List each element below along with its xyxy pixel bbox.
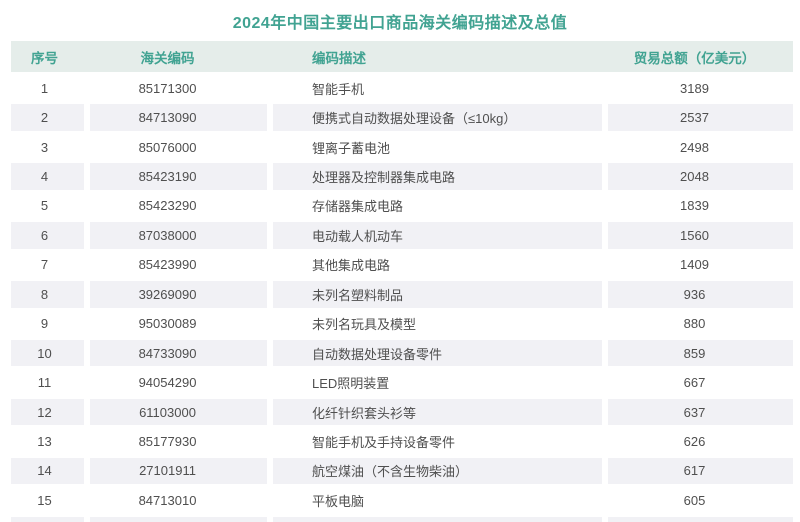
cell-seq: 5 — [40, 198, 49, 214]
cell-seq: 7 — [40, 257, 49, 273]
table-row: 9 95030089 未列名玩具及模型 880 — [11, 307, 793, 337]
cell-description: 自动数据处理设备零件 — [273, 339, 602, 367]
cell-hs-code: 85423190 — [90, 163, 267, 190]
cell-seq: 2 — [11, 104, 84, 131]
cell-hs-code: 39269090 — [90, 281, 267, 308]
cell-hs-code: 27101911 — [90, 457, 267, 485]
cell-description: 航空煤油（不含生物柴油） — [273, 457, 602, 485]
cell-trade-total: 1839 — [680, 198, 709, 214]
cell-trade-total: 1409 — [680, 257, 709, 273]
table-row: 6 87038000 电动载人机动车 1560 — [11, 219, 793, 249]
title-bar: 2024年中国主要出口商品海关编码描述及总值 — [0, 0, 800, 41]
table-row: 4 85423190 处理器及控制器集成电路 2048 — [11, 160, 793, 190]
cell-seq: 4 — [11, 163, 84, 190]
cell-seq: 3 — [40, 139, 49, 155]
cell-trade-total: 859 — [608, 339, 793, 367]
cell-seq: 8 — [11, 281, 84, 308]
table-body: 1 85171300 智能手机 3189 2 84713090 便携式自动数据处… — [11, 72, 793, 522]
cell-trade-total: 626 — [683, 433, 706, 449]
cell-description: 电动载人机动车 — [273, 222, 602, 249]
column-header-seq: 序号 — [31, 50, 58, 66]
table-row: 8 39269090 未列名塑料制品 936 — [11, 278, 793, 308]
cell-hs-code: 85423290 — [138, 198, 197, 214]
cell-hs-code: 84713010 — [138, 492, 197, 508]
cell-seq: 14 — [11, 457, 84, 485]
column-header-description: 编码描述 — [312, 50, 366, 66]
cell-trade-total: 617 — [608, 457, 793, 485]
cell-hs-code: 85171300 — [138, 80, 197, 96]
cell-description: 平板电脑 — [312, 493, 365, 509]
cell-description — [273, 516, 602, 522]
table-row: 13 85177930 智能手机及手持设备零件 626 — [11, 425, 793, 454]
column-header-hs-code: 海关编码 — [140, 50, 195, 66]
cell-hs-code: 84733090 — [90, 339, 267, 367]
cell-seq: 15 — [37, 492, 52, 508]
cell-description: LED照明装置 — [312, 376, 390, 392]
cell-description: 未列名玩具及模型 — [312, 317, 417, 333]
cell-description: 智能手机及手持设备零件 — [312, 434, 456, 450]
cell-description: 存储器集成电路 — [312, 199, 404, 215]
cell-trade-total: 936 — [608, 281, 793, 308]
cell-hs-code: 85177930 — [138, 433, 197, 449]
table-row: 2 84713090 便携式自动数据处理设备（≤10kg） 2537 — [11, 101, 793, 131]
table-row: 7 85423990 其他集成电路 1409 — [11, 248, 793, 278]
table-row: 3 85076000 锂离子蓄电池 2498 — [11, 130, 793, 160]
cell-hs-code: 85423990 — [138, 257, 197, 273]
cell-hs-code: 94054290 — [138, 375, 197, 391]
cell-description: 未列名塑料制品 — [273, 281, 602, 308]
cell-trade-total — [608, 516, 793, 522]
cell-seq: 9 — [40, 316, 49, 332]
cell-seq: 13 — [37, 433, 52, 449]
cell-seq: 11 — [37, 375, 52, 391]
cell-description: 处理器及控制器集成电路 — [273, 163, 602, 190]
cell-description: 智能手机 — [312, 81, 365, 97]
cut-off-row — [11, 513, 793, 522]
cell-trade-total: 2498 — [680, 139, 709, 155]
cell-hs-code: 84713090 — [90, 104, 267, 131]
cell-seq: 10 — [11, 339, 84, 367]
cell-seq: 12 — [11, 398, 84, 426]
cell-description: 便携式自动数据处理设备（≤10kg） — [273, 104, 602, 131]
cell-trade-total: 3189 — [680, 80, 709, 96]
cell-trade-total: 1560 — [608, 222, 793, 249]
cell-trade-total: 2537 — [608, 104, 793, 131]
cell-hs-code: 61103000 — [90, 398, 267, 426]
cell-hs-code: 85076000 — [138, 139, 197, 155]
table-row: 14 27101911 航空煤油（不含生物柴油） 617 — [11, 454, 793, 485]
table-row: 15 84713010 平板电脑 605 — [11, 484, 793, 513]
cell-trade-total: 880 — [683, 316, 706, 332]
export-commodities-table: 序号 海关编码 编码描述 贸易总额（亿美元） 1 85171300 智能手机 3… — [11, 41, 793, 522]
cell-trade-total: 667 — [683, 375, 706, 391]
table-row: 12 61103000 化纤针织套头衫等 637 — [11, 395, 793, 426]
cell-seq: 1 — [40, 80, 49, 96]
cell-description: 化纤针织套头衫等 — [273, 398, 602, 426]
cell-hs-code — [90, 516, 267, 522]
cell-hs-code: 95030089 — [138, 316, 197, 332]
cell-trade-total: 605 — [683, 492, 706, 508]
table-header-row: 序号 海关编码 编码描述 贸易总额（亿美元） — [11, 41, 793, 72]
column-header-trade-total: 贸易总额（亿美元） — [633, 50, 756, 66]
cell-seq — [11, 516, 84, 522]
table-row: 11 94054290 LED照明装置 667 — [11, 366, 793, 395]
table-row: 10 84733090 自动数据处理设备零件 859 — [11, 336, 793, 367]
cell-hs-code: 87038000 — [90, 222, 267, 249]
page-title: 2024年中国主要出口商品海关编码描述及总值 — [232, 14, 568, 32]
cell-trade-total: 637 — [608, 398, 793, 426]
table-row: 1 85171300 智能手机 3189 — [11, 72, 793, 101]
cell-description: 其他集成电路 — [312, 258, 391, 274]
table-row: 5 85423290 存储器集成电路 1839 — [11, 189, 793, 219]
cell-trade-total: 2048 — [608, 163, 793, 190]
cell-seq: 6 — [11, 222, 84, 249]
cell-description: 锂离子蓄电池 — [312, 140, 391, 156]
